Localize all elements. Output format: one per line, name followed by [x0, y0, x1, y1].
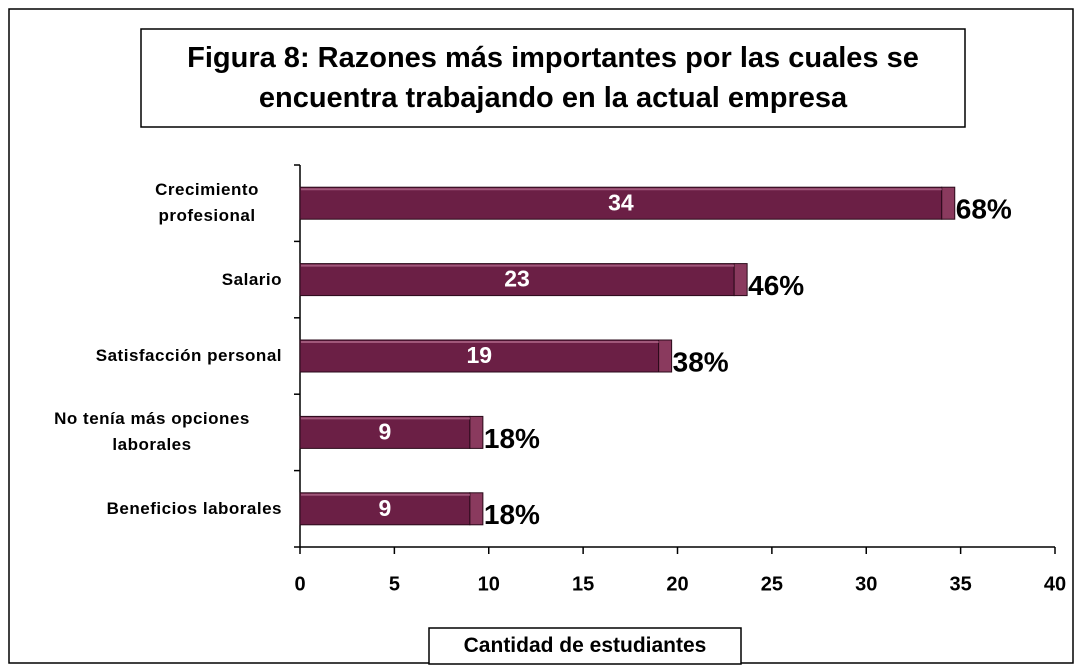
percent-label: 68%	[956, 194, 1012, 225]
y-tick-label-box: Salario	[222, 267, 282, 293]
bar	[299, 263, 735, 297]
x-tick-label: 40	[1044, 573, 1066, 595]
bar-end-cap	[941, 186, 956, 220]
y-tick-label: Salario	[221, 269, 282, 289]
bar-end-cap	[469, 415, 484, 449]
value-label: 34	[608, 189, 634, 215]
percent-label: 18%	[484, 499, 540, 530]
x-tick-label: 25	[761, 573, 783, 595]
value-label: 19	[467, 342, 493, 368]
bar-end-cap	[469, 492, 484, 526]
x-tick-label: 15	[572, 573, 594, 595]
bar	[299, 339, 660, 373]
title-box	[140, 28, 966, 128]
bar	[299, 492, 471, 526]
value-label: 23	[504, 266, 530, 292]
y-tick-label-box: Crecimiento profesional	[132, 177, 282, 229]
y-tick-label: Crecimiento profesional	[155, 180, 259, 226]
x-tick-label: 20	[666, 573, 688, 595]
x-tick-label: 30	[855, 573, 877, 595]
bar	[299, 186, 943, 220]
value-label: 9	[379, 495, 392, 521]
y-tick-label: No tenía más opciones laborales	[54, 409, 250, 455]
y-tick-label: Beneficios laborales	[106, 498, 282, 518]
value-label: 9	[379, 418, 392, 444]
y-tick-label-box: No tenía más opciones laborales	[22, 406, 282, 458]
bar-end-cap	[658, 339, 673, 373]
xlabel-box	[428, 627, 742, 665]
bar	[299, 415, 471, 449]
x-tick-label: 0	[294, 573, 305, 595]
x-tick-label: 5	[389, 573, 400, 595]
y-tick-label-box: Satisfacción personal	[96, 343, 282, 369]
percent-label: 38%	[673, 346, 729, 377]
bar-end-cap	[733, 263, 748, 297]
percent-label: 46%	[748, 270, 804, 301]
x-tick-label: 35	[950, 573, 972, 595]
x-tick-label: 10	[478, 573, 500, 595]
y-tick-label-box: Beneficios laborales	[107, 496, 282, 522]
percent-label: 18%	[484, 423, 540, 454]
y-tick-label: Satisfacción personal	[95, 346, 282, 365]
chart-title: Figura 8: Razones más importantes por la…	[187, 42, 919, 114]
x-axis-label: Cantidad de estudiantes	[463, 634, 707, 657]
